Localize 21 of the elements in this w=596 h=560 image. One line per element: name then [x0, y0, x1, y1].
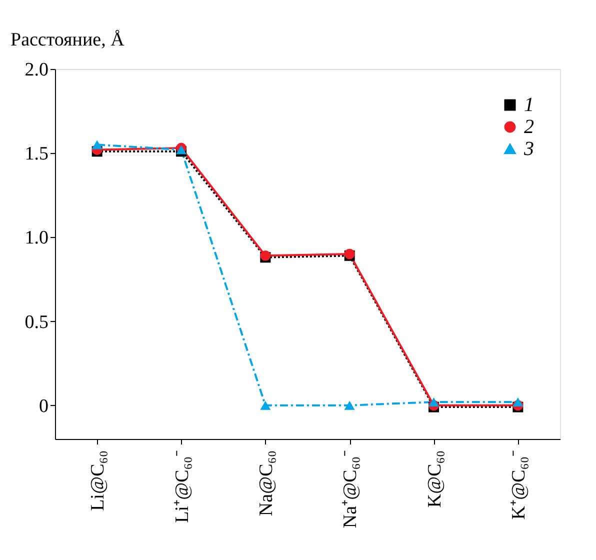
- point: [92, 140, 102, 150]
- point: [428, 397, 439, 407]
- legend-label: 2: [524, 116, 534, 138]
- x-tick-label: Na⁺@C₆₀⁻: [340, 450, 362, 528]
- legend-label: 1: [524, 94, 534, 116]
- legend-label: 3: [523, 138, 534, 160]
- y-tick-label: 1.5: [24, 144, 48, 165]
- x-tick-label: K@C₆₀: [424, 450, 446, 508]
- x-tick-label: Li⁺@C₆₀⁻: [172, 450, 193, 523]
- y-tick-label: 1.0: [24, 228, 48, 249]
- point: [260, 400, 271, 410]
- y-axis-title: Расстояние, Å: [10, 30, 125, 50]
- point: [176, 145, 186, 154]
- x-tick-label: K⁺@C₆₀⁻: [508, 450, 530, 520]
- y-tick-label: 0: [39, 396, 48, 417]
- y-tick-label: 2.0: [24, 60, 48, 80]
- y-tick-label: 0.5: [24, 312, 48, 333]
- point: [512, 397, 524, 407]
- point: [344, 400, 355, 410]
- x-tick-label: Na@C₆₀: [256, 450, 277, 516]
- x-tick-label: Li@C₆₀: [88, 450, 109, 511]
